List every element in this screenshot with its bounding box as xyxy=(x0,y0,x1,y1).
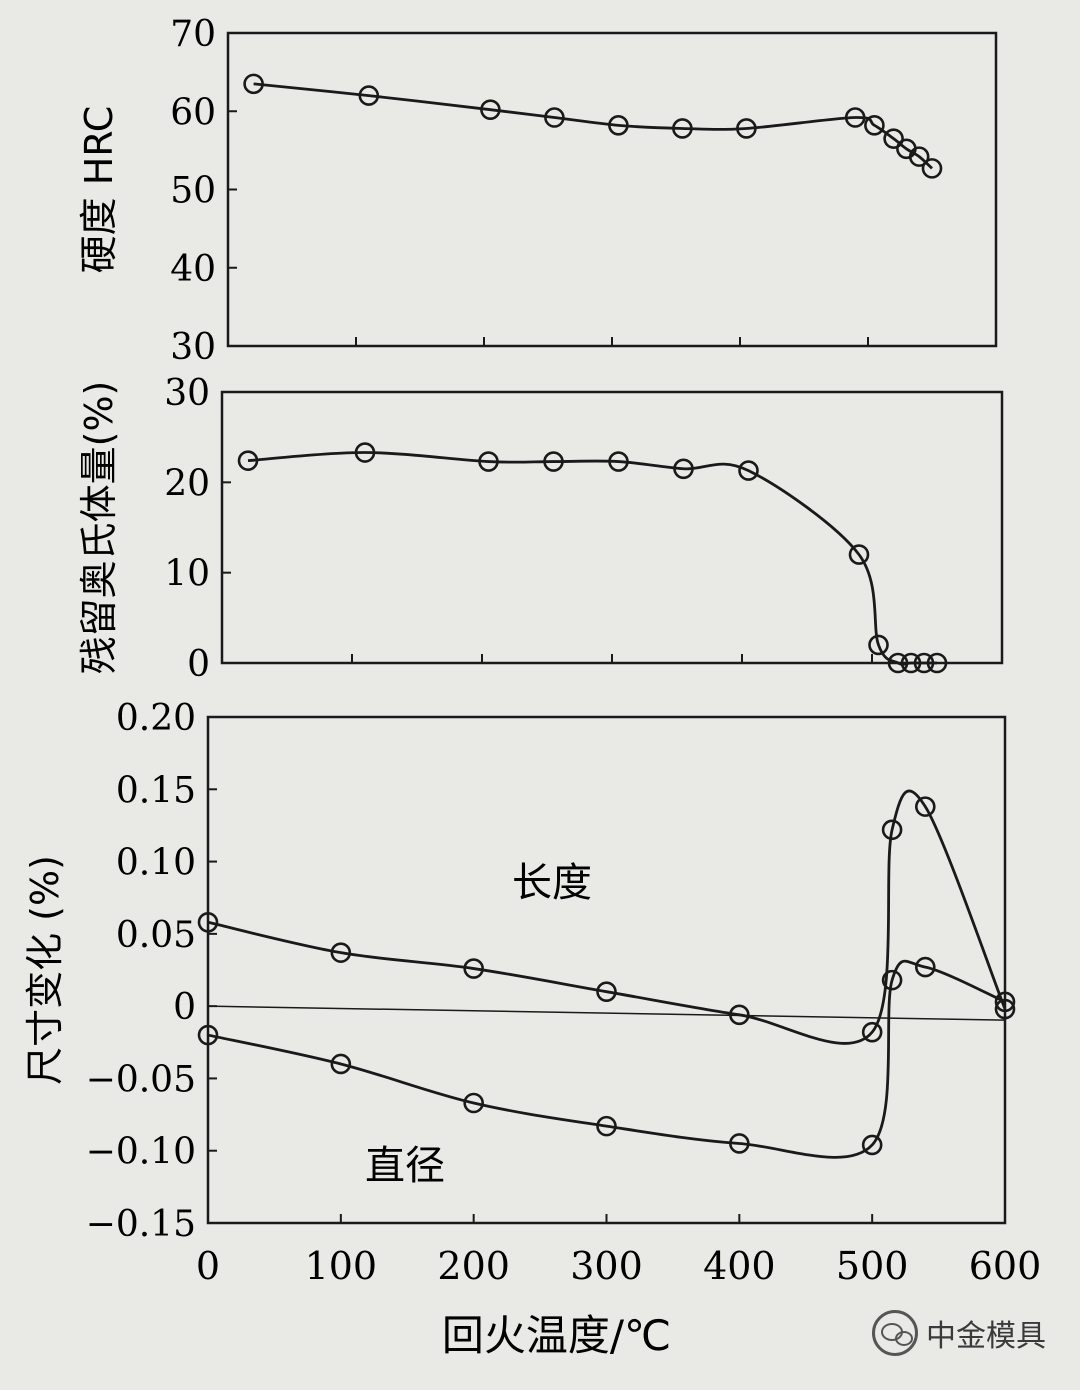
panel3-data-point xyxy=(994,998,1016,1020)
panel2-data-point xyxy=(887,652,909,674)
panel2-ytick-label: 20 xyxy=(164,463,210,504)
panel1-data-point xyxy=(608,115,629,136)
panel1-data-point xyxy=(921,158,943,179)
panel2-data-point xyxy=(478,451,499,472)
panel3-ytick-label: −0.05 xyxy=(86,1059,196,1100)
panel3-series-line-1 xyxy=(207,789,1007,1045)
panel1-ytick-label: 60 xyxy=(170,92,216,133)
panel2-ylabel: 残留奥氏体量(%) xyxy=(77,381,121,675)
panel2-data-point xyxy=(354,442,376,463)
panel3-data-point xyxy=(914,956,936,978)
panel2-data-point xyxy=(900,652,922,674)
panel3-data-point xyxy=(729,1133,750,1154)
xtick-label-400: 400 xyxy=(703,1244,776,1288)
xtick-label-500: 500 xyxy=(836,1244,909,1288)
annotation-length: 长度 xyxy=(512,860,592,906)
panel3-data-point xyxy=(596,981,617,1002)
panel1-data-point xyxy=(480,99,501,120)
xtick-label-600: 600 xyxy=(969,1244,1042,1288)
panel3-data-point xyxy=(881,969,903,991)
panel2-frame xyxy=(220,390,1004,665)
panel2-ytick-label: 0 xyxy=(187,644,210,685)
panel1-ytick-label: 70 xyxy=(170,14,216,55)
panel3-data-point xyxy=(861,1021,883,1043)
panel3-ytick-label: 0.10 xyxy=(116,843,196,884)
panel2-ytick-label: 30 xyxy=(164,373,210,414)
panel3-frame xyxy=(206,715,1007,1225)
panel3-data-point xyxy=(197,911,219,933)
panel2-data-point xyxy=(237,450,259,471)
watermark-text: 中金模具 xyxy=(926,1319,1046,1354)
panel3-ytick-label: −0.10 xyxy=(86,1132,196,1173)
panel1-ytick-label: 30 xyxy=(170,327,216,368)
panel3-data-point xyxy=(197,1024,219,1046)
panel2-data-point xyxy=(926,652,948,674)
panel1-ytick-label: 50 xyxy=(170,171,216,212)
panel3-data-point xyxy=(463,1092,484,1114)
panel1-data-point xyxy=(736,118,757,139)
panel1-ylabel: 硬度 HRC xyxy=(77,106,121,274)
panel3-data-point xyxy=(729,1004,750,1026)
panel3-ytick-label: 0.20 xyxy=(116,698,196,739)
panel1-data-point xyxy=(883,128,904,149)
panel1-ytick-label: 40 xyxy=(170,249,216,290)
panel1-data-point xyxy=(358,85,380,106)
panel1-data-point xyxy=(864,115,885,136)
panel3-data-point xyxy=(914,796,936,817)
panel3-ytick-label: 0 xyxy=(173,987,196,1028)
panel3-data-point xyxy=(881,819,903,841)
panel2-series-line-1 xyxy=(247,451,937,666)
panel3-data-point xyxy=(330,942,352,963)
panel2-data-point xyxy=(868,634,889,656)
wechat-icon xyxy=(872,1310,918,1356)
panel2-data-point xyxy=(913,652,935,674)
xtick-label-0: 0 xyxy=(196,1244,220,1288)
panel3-data-point xyxy=(596,1115,617,1137)
panel3-data-point xyxy=(994,991,1016,1013)
panel2-ytick-label: 10 xyxy=(164,554,210,595)
panel1-frame xyxy=(226,31,998,348)
xtick-label-100: 100 xyxy=(305,1244,378,1288)
panel1-data-point xyxy=(844,107,866,128)
x-axis-label: 回火温度/℃ xyxy=(442,1311,671,1360)
panel2-data-point xyxy=(848,544,870,565)
panel3-data-point xyxy=(463,958,484,979)
annotation-diameter: 直径 xyxy=(365,1143,445,1189)
panel3-ytick-label: −0.15 xyxy=(86,1204,196,1245)
panel1-data-point xyxy=(544,107,565,128)
panel2-data-point xyxy=(543,451,564,472)
panel3-data-point xyxy=(861,1134,883,1156)
panel2-data-point xyxy=(673,458,694,480)
zero-reference-line xyxy=(207,1005,1006,1021)
panel3-ytick-label: 0.15 xyxy=(116,770,196,811)
panel2-data-point xyxy=(738,460,759,481)
panel1-data-point xyxy=(908,146,930,167)
panel3-data-point xyxy=(330,1053,352,1075)
xtick-label-300: 300 xyxy=(570,1244,643,1288)
panel1-data-point xyxy=(243,73,264,95)
xtick-label-200: 200 xyxy=(437,1244,510,1288)
panel1-data-point xyxy=(672,118,693,139)
watermark: 中金模具 xyxy=(872,1310,1046,1356)
panel1-series-line-1 xyxy=(253,82,933,170)
panel3-ylabel: 尺寸变化 (%) xyxy=(23,855,67,1085)
panel3-series-line-2 xyxy=(207,959,1006,1159)
panel2-data-point xyxy=(608,451,629,472)
panel3-ytick-label: 0.05 xyxy=(116,915,196,956)
